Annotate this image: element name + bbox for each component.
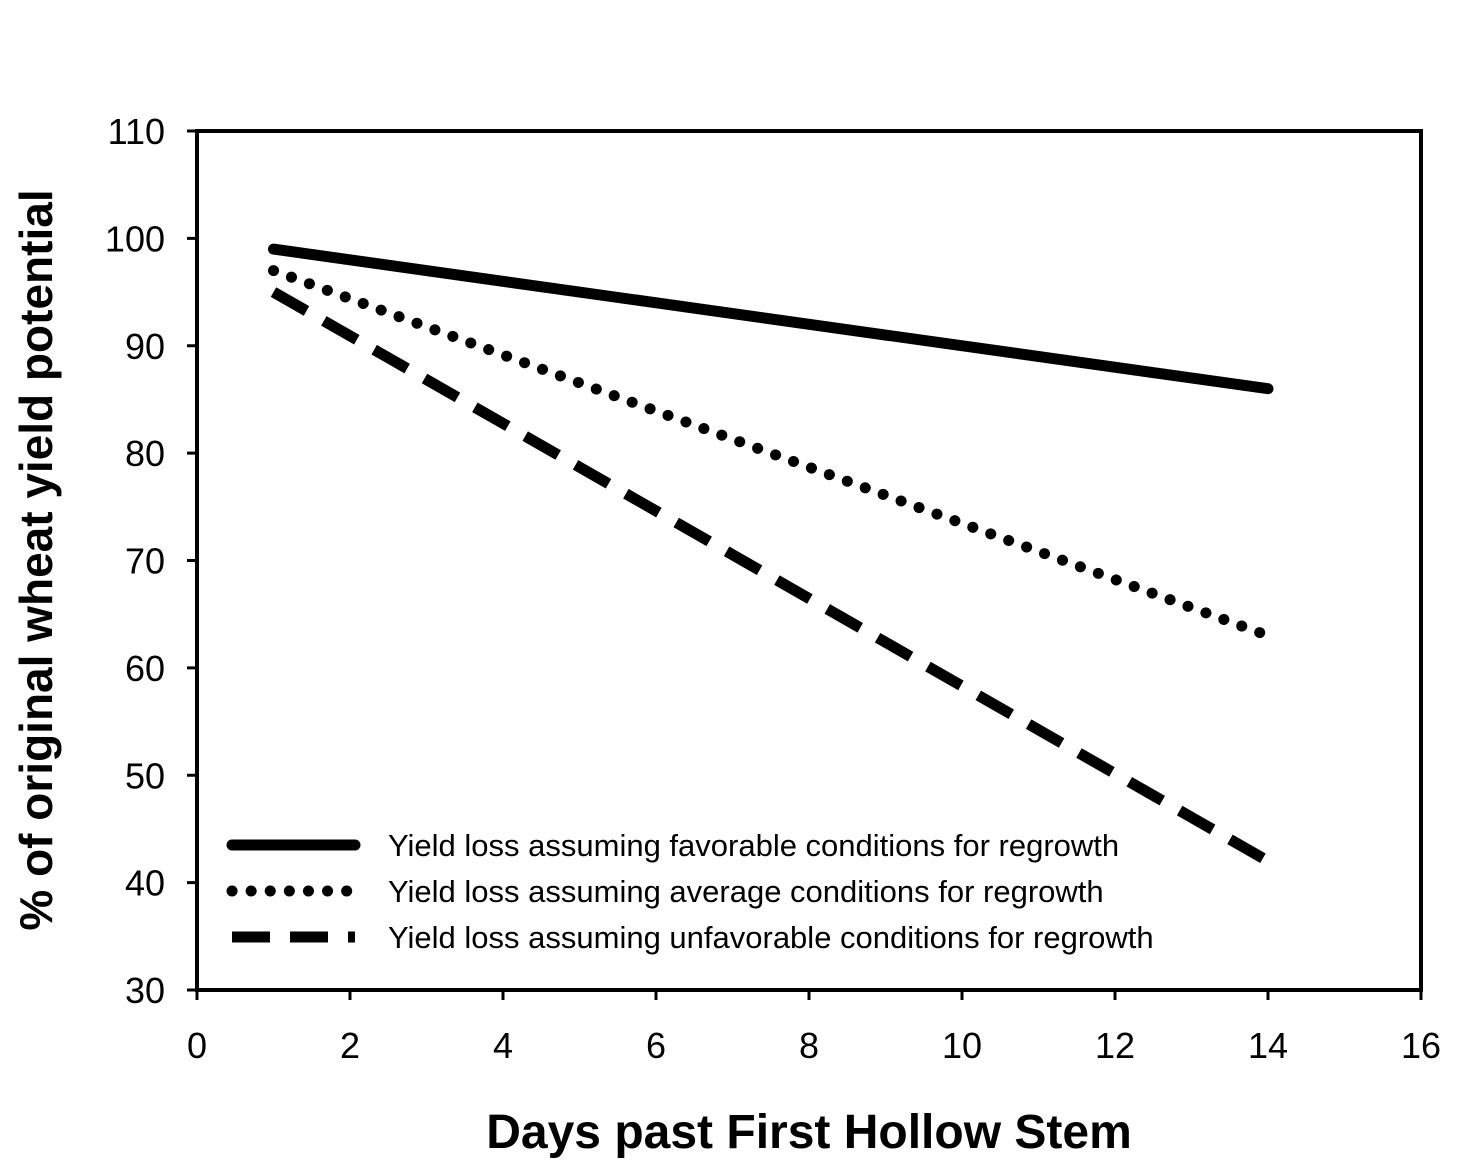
y-tick-label: 60 — [125, 648, 165, 689]
series-line-dashed — [270, 287, 1271, 866]
y-tick-label: 110 — [108, 111, 165, 152]
x-tick-label: 8 — [799, 1025, 819, 1066]
series-line-dotted — [268, 265, 1274, 642]
y-tick-label: 100 — [105, 218, 165, 259]
y-tick-label: 30 — [125, 970, 165, 1011]
x-tick-label: 16 — [1401, 1025, 1441, 1066]
legend-label: Yield loss assuming average conditions f… — [388, 874, 1104, 909]
x-tick-label: 4 — [493, 1025, 513, 1066]
x-axis-label: Days past First Hollow Stem — [486, 1106, 1132, 1159]
x-tick-label: 10 — [942, 1025, 982, 1066]
x-tick-label: 6 — [646, 1025, 666, 1066]
legend-label: Yield loss assuming favorable conditions… — [388, 828, 1119, 863]
y-tick-label: 40 — [125, 863, 165, 904]
x-tick-label: 2 — [340, 1025, 360, 1066]
legend-label: Yield loss assuming unfavorable conditio… — [388, 920, 1154, 955]
x-tick-label: 12 — [1095, 1025, 1135, 1066]
x-tick-label: 0 — [187, 1025, 207, 1066]
y-tick-label: 70 — [125, 541, 165, 582]
series-line-solid — [268, 243, 1274, 395]
y-tick-label: 90 — [125, 326, 165, 367]
y-tick-label: 80 — [125, 433, 165, 474]
y-axis-label: % of original wheat yield potential — [10, 189, 62, 930]
x-tick-label: 14 — [1248, 1025, 1288, 1066]
y-tick-label: 50 — [125, 755, 165, 796]
